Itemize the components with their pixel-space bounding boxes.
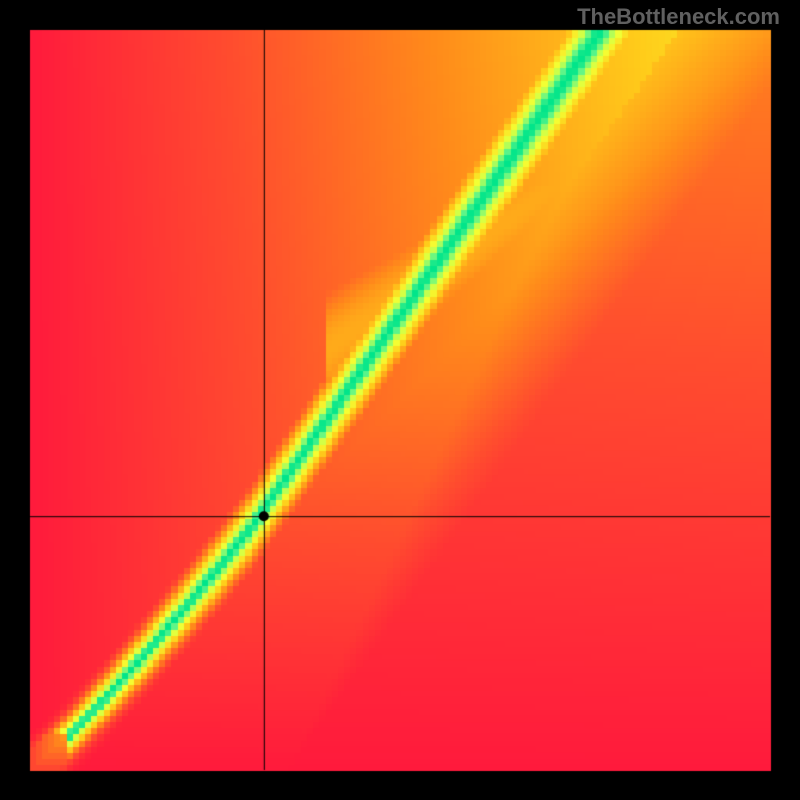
watermark-text: TheBottleneck.com — [577, 4, 780, 30]
bottleneck-heatmap — [0, 0, 800, 800]
